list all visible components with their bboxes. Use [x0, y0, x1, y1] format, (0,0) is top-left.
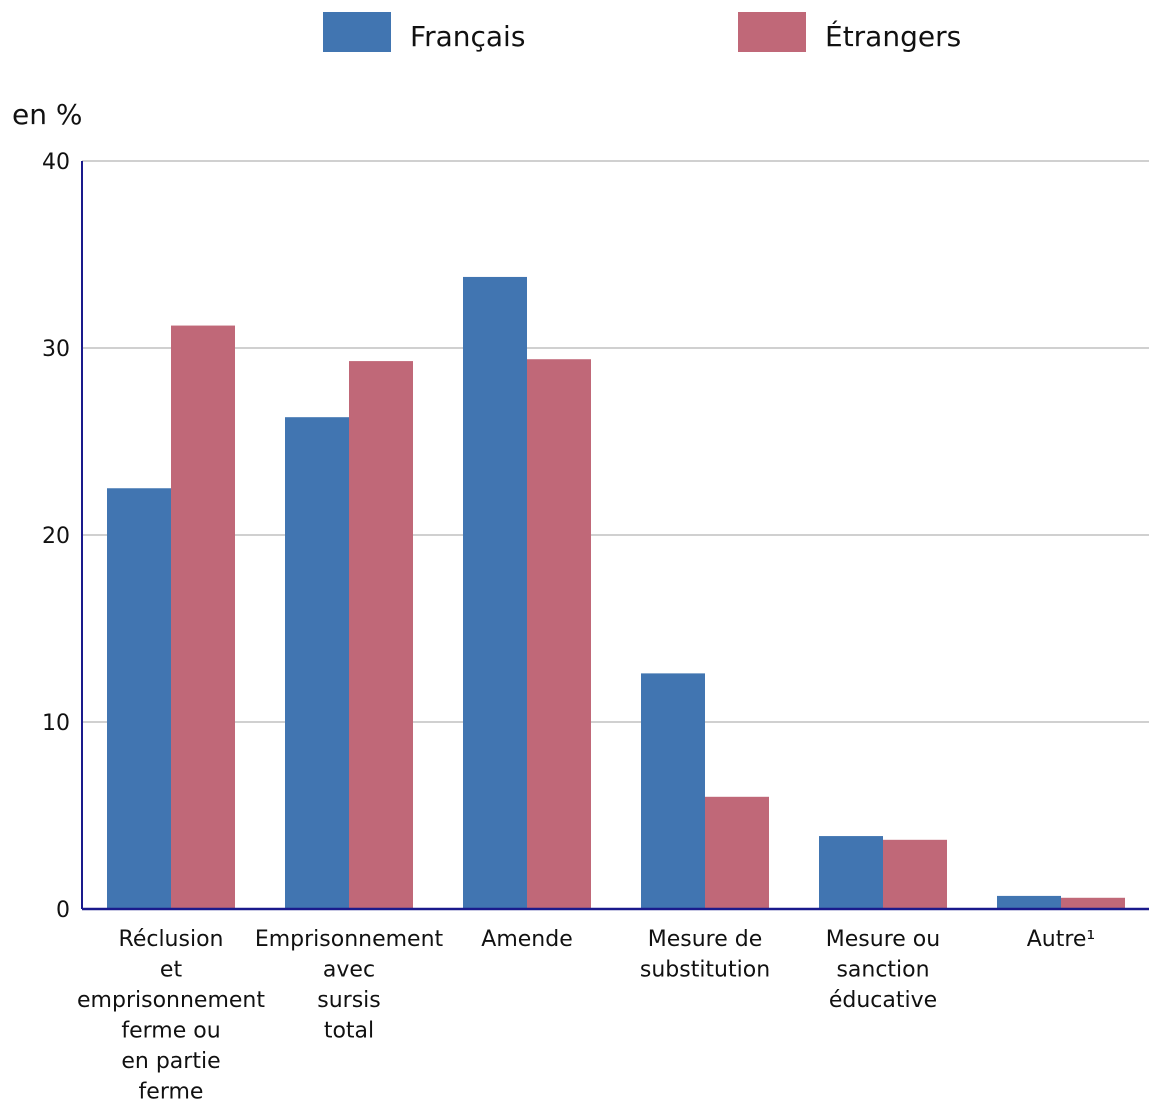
- bar-5-0: [997, 895, 1061, 909]
- bar-1-1: [349, 361, 413, 910]
- bar-0-0: [107, 488, 171, 909]
- x-tick-label-3: Mesure de substitution: [640, 927, 770, 983]
- bar-5-1: [1061, 897, 1125, 909]
- y-tick-label-20: 20: [42, 524, 70, 549]
- legend: Français Étrangers: [323, 12, 961, 53]
- x-tick-label-5: Autre¹: [1027, 927, 1096, 952]
- legend-swatch-1: [738, 12, 806, 52]
- x-tick-label-2: Amende: [481, 927, 572, 952]
- bar-2-1: [527, 359, 591, 910]
- bar-4-0: [819, 836, 883, 909]
- x-tick-label-4: Mesure ou sanction éducative: [826, 927, 940, 1013]
- y-tick-label-0: 0: [56, 898, 70, 923]
- x-tick-label-1: Emprisonnement avec sursis total: [255, 927, 444, 1044]
- bar-3-0: [641, 673, 705, 909]
- y-tick-label-40: 40: [42, 150, 70, 175]
- bar-2-0: [463, 276, 527, 909]
- bar-1-0: [285, 417, 349, 909]
- y-axis-unit-label: en %: [12, 98, 82, 131]
- bar-3-1: [705, 796, 769, 909]
- x-tick-label-0: Réclusion et emprisonnement ferme ou en part…: [77, 927, 265, 1102]
- legend-label-1: Étrangers: [825, 19, 961, 53]
- bar-4-1: [883, 839, 947, 909]
- y-tick-label-30: 30: [42, 337, 70, 362]
- y-axis-ticks: 0 10 20 30 40: [42, 150, 70, 923]
- legend-label-0: Français: [410, 20, 525, 53]
- bars: [107, 276, 1125, 910]
- y-tick-label-10: 10: [42, 711, 70, 736]
- gridlines: [82, 160, 1149, 723]
- axes: [81, 161, 1149, 911]
- legend-swatch-0: [323, 12, 391, 52]
- x-axis-labels: Réclusion et emprisonnement ferme ou en part…: [77, 927, 1095, 1102]
- bar-0-1: [171, 325, 235, 909]
